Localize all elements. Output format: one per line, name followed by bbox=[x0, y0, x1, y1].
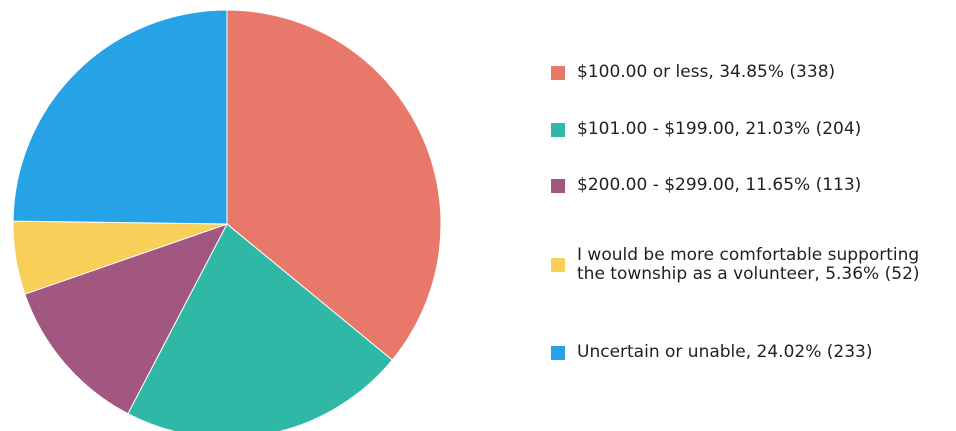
legend-item: $100.00 or less, 34.85% (338) bbox=[551, 63, 835, 82]
legend-label: Uncertain or unable, 24.02% (233) bbox=[577, 342, 873, 362]
legend-swatch bbox=[551, 65, 565, 80]
legend-label: I would be more comfortable supporting t… bbox=[577, 245, 920, 284]
pie-chart bbox=[12, 9, 442, 431]
legend-item: Uncertain or unable, 24.02% (233) bbox=[551, 343, 872, 362]
pie-slice-5 bbox=[12, 9, 228, 225]
legend-label: $200.00 - $299.00, 11.65% (113) bbox=[577, 175, 862, 195]
legend-item: $200.00 - $299.00, 11.65% (113) bbox=[551, 176, 861, 195]
legend-swatch bbox=[551, 258, 565, 272]
legend: $100.00 or less, 34.85% (338) $101.00 - $… bbox=[551, 0, 951, 431]
legend-item: $101.00 - $199.00, 21.03% (204) bbox=[551, 120, 861, 139]
legend-label: $101.00 - $199.00, 21.03% (204) bbox=[577, 119, 862, 139]
pie-slice-1 bbox=[226, 9, 442, 361]
pie-slice-2 bbox=[127, 223, 393, 431]
legend-label: $100.00 or less, 34.85% (338) bbox=[577, 62, 836, 82]
legend-swatch bbox=[551, 178, 565, 193]
legend-swatch bbox=[551, 345, 565, 360]
legend-swatch bbox=[551, 122, 565, 137]
legend-item: I would be more comfortable supporting t… bbox=[551, 246, 920, 284]
pie-slice-3 bbox=[24, 223, 229, 415]
